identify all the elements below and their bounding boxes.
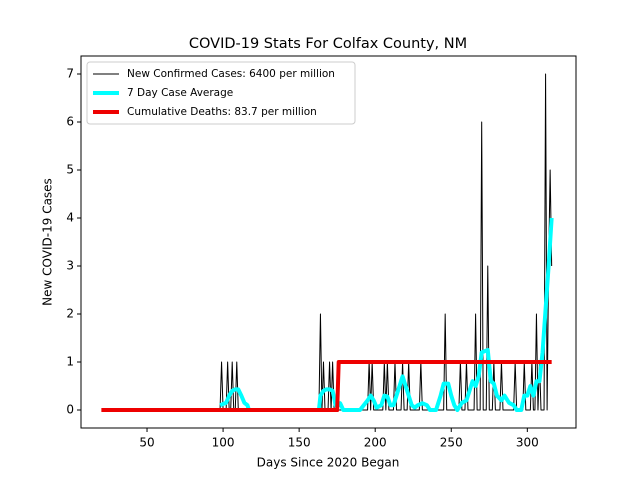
x-tick-label: 150	[288, 436, 311, 450]
x-tick-label: 50	[139, 436, 154, 450]
y-tick-label: 1	[66, 355, 74, 369]
legend-box	[86, 61, 356, 125]
series-line	[219, 217, 554, 412]
y-tick-label: 4	[66, 211, 74, 225]
x-tick-label: 200	[364, 436, 387, 450]
y-tick-label: 6	[66, 115, 74, 129]
y-tick-label: 2	[66, 307, 74, 321]
x-tick-label: 250	[440, 436, 463, 450]
y-tick-label: 7	[66, 67, 74, 81]
y-axis-label: New COVID-19 Cases	[41, 178, 55, 306]
x-axis-label: Days Since 2020 Began	[257, 456, 400, 470]
legend-label: 7 Day Case Average	[127, 87, 233, 99]
x-tick-label: 100	[212, 436, 235, 450]
y-tick-label: 3	[66, 259, 74, 273]
x-tick-label: 300	[516, 436, 539, 450]
plot-frame	[80, 55, 577, 429]
series-line	[101, 360, 552, 412]
chart-title: COVID-19 Stats For Colfax County, NM	[189, 36, 467, 52]
legend-label: Cumulative Deaths: 83.7 per million	[127, 106, 317, 118]
y-tick-label: 5	[66, 163, 74, 177]
legend-label: New Confirmed Cases: 6400 per million	[127, 68, 335, 80]
y-tick-label: 0	[66, 403, 74, 417]
